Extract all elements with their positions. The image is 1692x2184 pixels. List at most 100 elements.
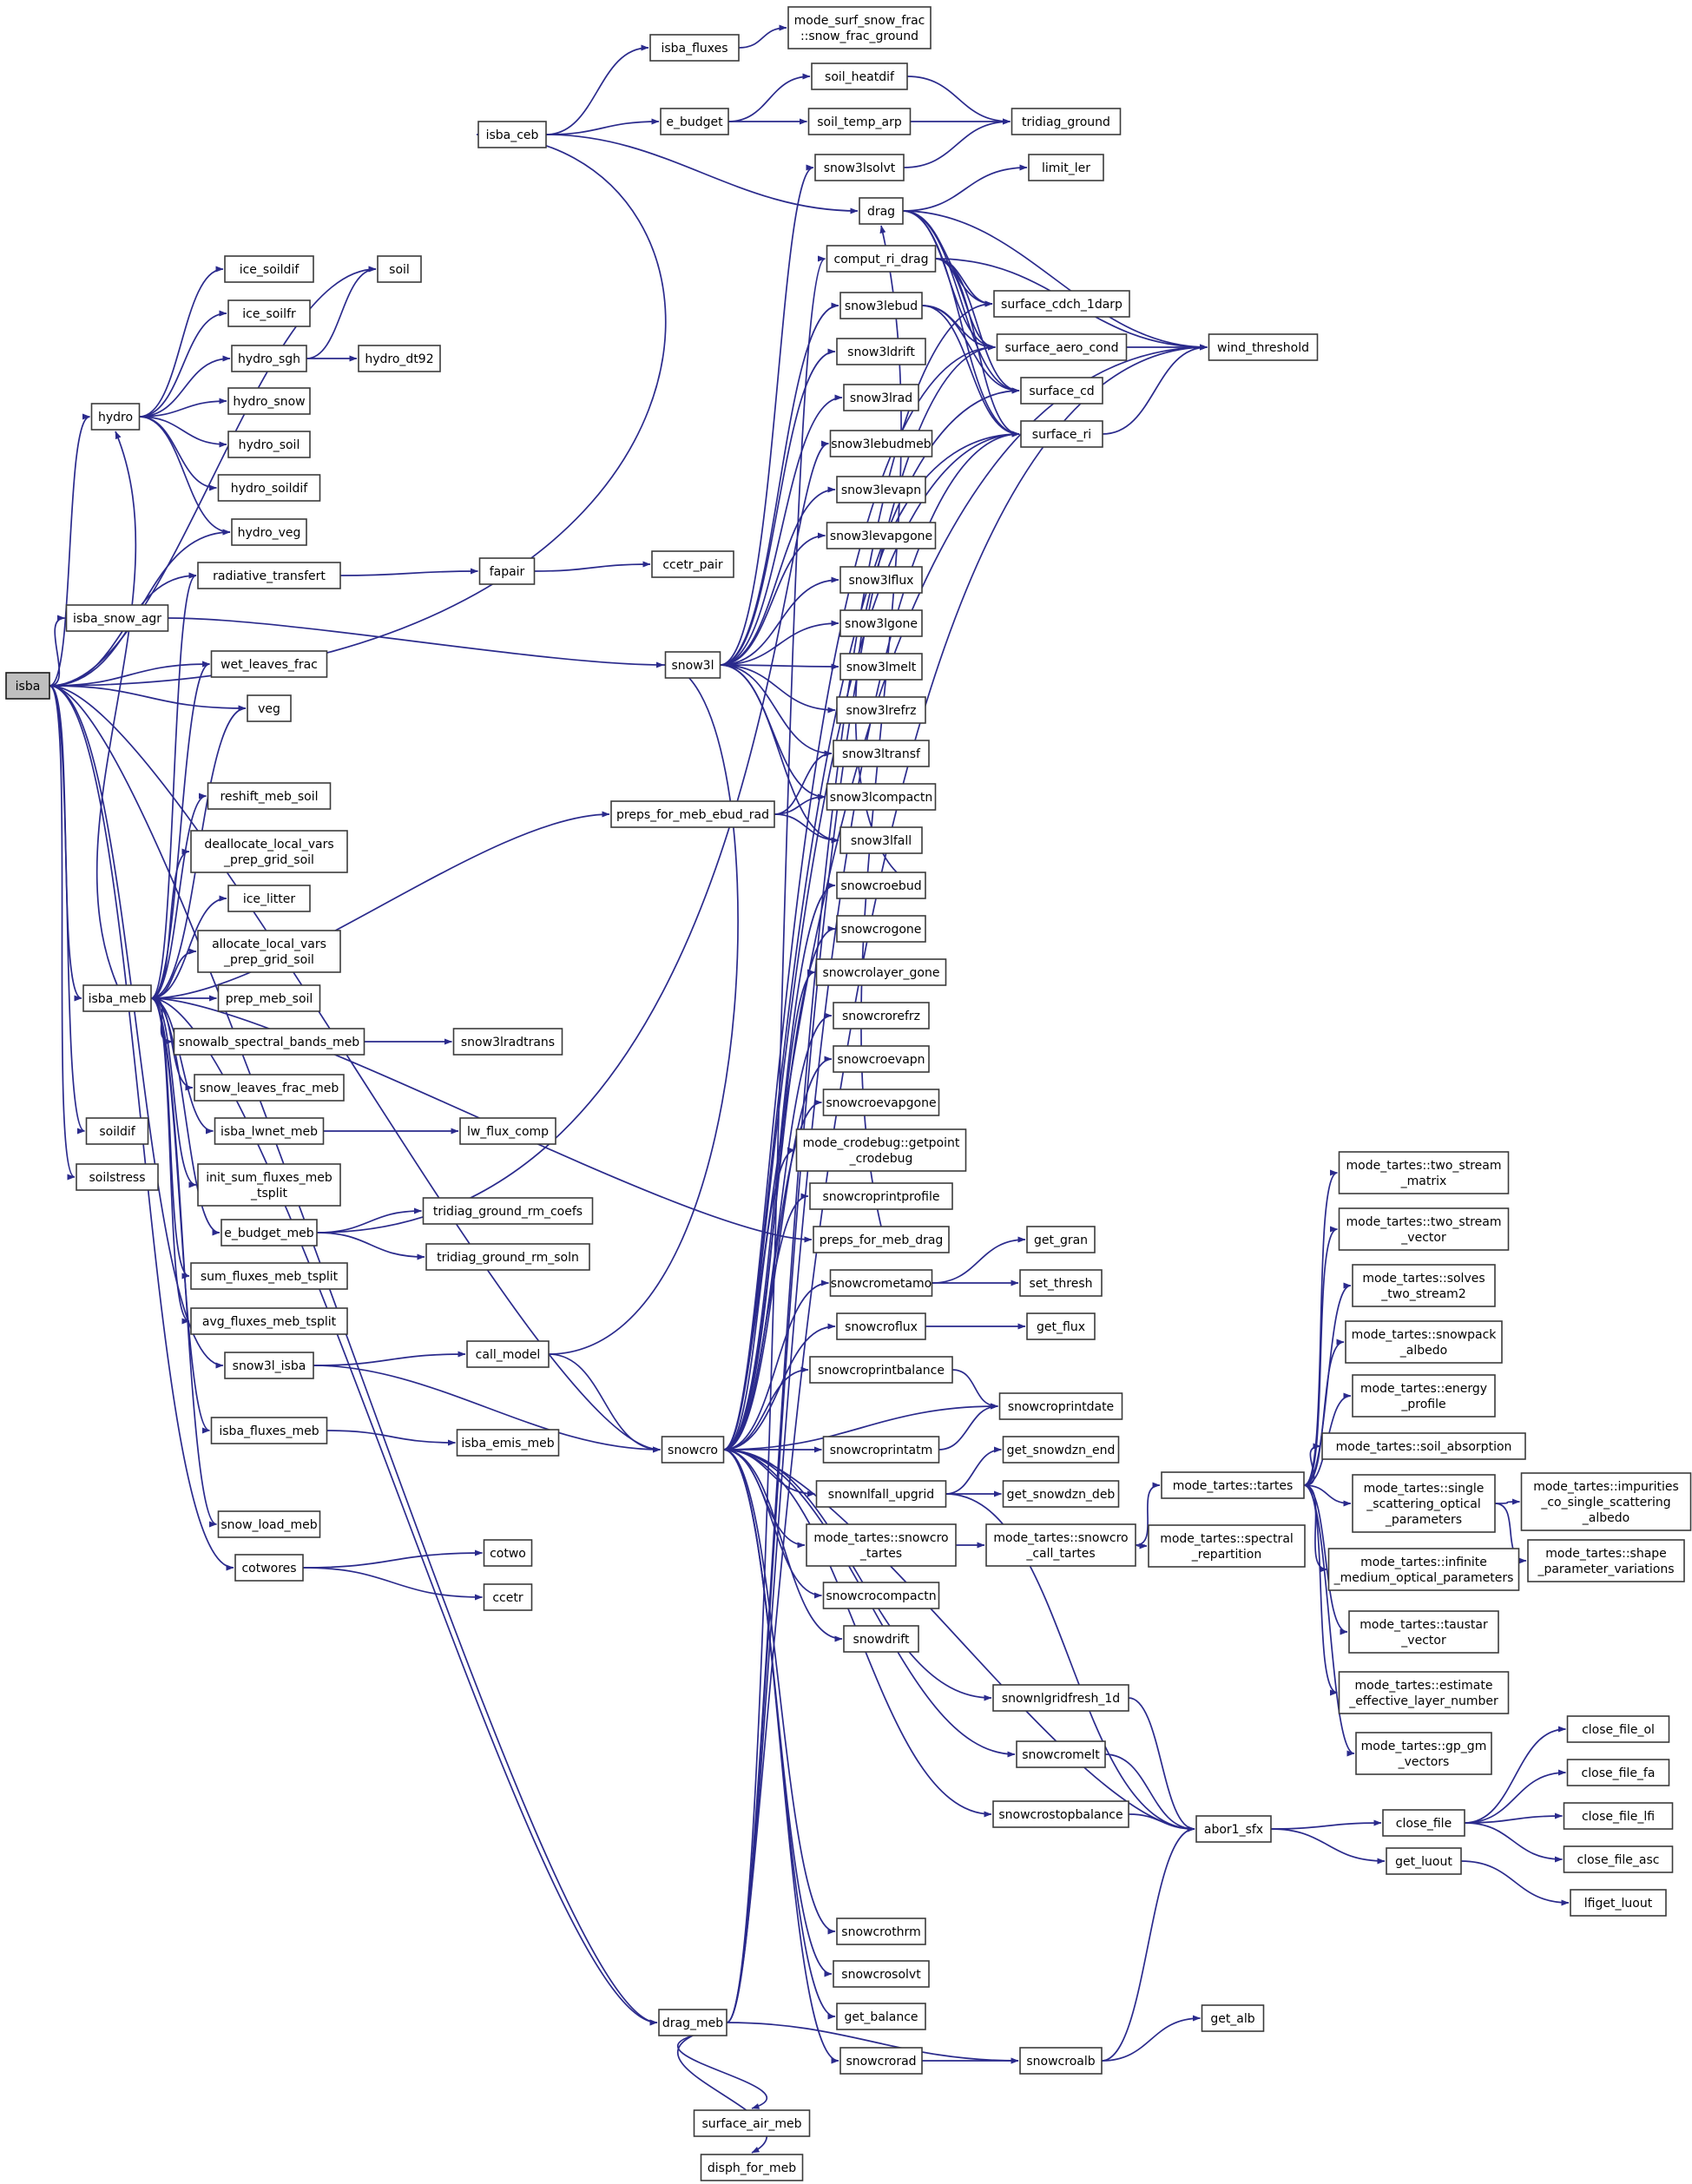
node-tridiag_ground_rm_soln[interactable]: tridiag_ground_rm_soln [425, 1243, 590, 1271]
node-mode_tartes_impurities_co_single_scattering_albedo[interactable]: mode_tartes::impurities _co_single_scatte… [1520, 1472, 1692, 1531]
node-isba_fluxes_meb[interactable]: isba_fluxes_meb [210, 1417, 328, 1444]
node-reshift_meb_soil[interactable]: reshift_meb_soil [207, 782, 332, 810]
node-snow3lflux[interactable]: snow3lflux [839, 566, 923, 594]
node-isba_snow_agr[interactable]: isba_snow_agr [65, 604, 169, 632]
node-snowcroprintdate[interactable]: snowcroprintdate [998, 1392, 1123, 1420]
node-snownlfall_upgrid[interactable]: snownlfall_upgrid [815, 1480, 947, 1508]
node-ccetr[interactable]: ccetr [483, 1583, 533, 1611]
node-surface_aero_cond[interactable]: surface_aero_cond [996, 333, 1128, 361]
node-snowcrosolvt[interactable]: snowcrosolvt [833, 1960, 930, 1988]
node-close_file[interactable]: close_file [1382, 1809, 1465, 1837]
node-surface_air_meb[interactable]: surface_air_meb [693, 2109, 811, 2137]
node-snowcrolayer_gone[interactable]: snowcrolayer_gone [815, 958, 947, 986]
node-snowcrometamo[interactable]: snowcrometamo [829, 1269, 933, 1297]
node-close_file_ol[interactable]: close_file_ol [1566, 1715, 1670, 1743]
node-snowcrorad[interactable]: snowcrorad [839, 2047, 923, 2075]
node-hydro_soil[interactable]: hydro_soil [227, 431, 311, 458]
node-snow3lebudmeb[interactable]: snow3lebudmeb [829, 430, 933, 457]
node-ice_soildif[interactable]: ice_soildif [224, 255, 314, 283]
node-surface_cdch_1darp[interactable]: surface_cdch_1darp [993, 290, 1130, 318]
node-e_budget[interactable]: e_budget [660, 108, 729, 135]
node-snow3lrad[interactable]: snow3lrad [843, 384, 919, 411]
node-snowcroprintprofile[interactable]: snowcroprintprofile [809, 1182, 953, 1210]
node-soildif[interactable]: soildif [85, 1117, 149, 1145]
node-snow3lfall[interactable]: snow3lfall [839, 826, 923, 854]
node-mode_tartes_tartes[interactable]: mode_tartes::tartes [1161, 1471, 1305, 1499]
node-sum_fluxes_meb_tsplit[interactable]: sum_fluxes_meb_tsplit [190, 1262, 348, 1290]
node-snow3lrefrz[interactable]: snow3lrefrz [836, 696, 926, 724]
node-isba_meb[interactable]: isba_meb [82, 984, 152, 1012]
node-abor1_sfx[interactable]: abor1_sfx [1195, 1815, 1272, 1843]
node-deallocate_local_vars_prep_grid_soil[interactable]: deallocate_local_vars _prep_grid_soil [190, 830, 348, 873]
node-mode_tartes_single_scattering_optical_parameters[interactable]: mode_tartes::single _scattering_optical _p… [1352, 1474, 1496, 1533]
node-snow3ltransf[interactable]: snow3ltransf [833, 740, 930, 767]
node-isba_lwnet_meb[interactable]: isba_lwnet_meb [214, 1117, 325, 1145]
node-cotwores[interactable]: cotwores [234, 1554, 304, 1582]
node-mode_tartes_snowcro_call_tartes[interactable]: mode_tartes::snowcro _call_tartes [985, 1523, 1136, 1567]
node-mode_tartes_taustar_vector[interactable]: mode_tartes::taustar _vector [1348, 1610, 1499, 1654]
node-disph_for_meb[interactable]: disph_for_meb [700, 2154, 804, 2181]
node-snowcroalb[interactable]: snowcroalb [1019, 2047, 1103, 2075]
node-call_model[interactable]: call_model [466, 1340, 550, 1368]
node-soil_temp_arp[interactable]: soil_temp_arp [807, 108, 912, 135]
node-mode_tartes_snowcro_tartes[interactable]: mode_tartes::snowcro _tartes [806, 1523, 957, 1567]
node-mode_tartes_energy_profile[interactable]: mode_tartes::energy _profile [1352, 1374, 1496, 1418]
node-snowdrift[interactable]: snowdrift [843, 1625, 919, 1653]
node-mode_surf_snow_frac_snow_frac_ground[interactable]: mode_surf_snow_frac::snow_frac_ground [787, 6, 932, 49]
node-fapair[interactable]: fapair [478, 557, 536, 585]
node-snowcroprintbalance[interactable]: snowcroprintbalance [809, 1356, 953, 1384]
node-surface_cd[interactable]: surface_cd [1020, 377, 1103, 405]
node-soil[interactable]: soil [377, 255, 422, 283]
node-allocate_local_vars_prep_grid_soil[interactable]: allocate_local_vars _prep_grid_soil [197, 930, 341, 973]
node-snowcrogone[interactable]: snowcrogone [836, 915, 926, 943]
node-isba_fluxes[interactable]: isba_fluxes [649, 34, 740, 62]
node-prep_meb_soil[interactable]: prep_meb_soil [217, 984, 321, 1012]
node-snowcromelt[interactable]: snowcromelt [1016, 1740, 1106, 1768]
node-close_file_lfi[interactable]: close_file_lfi [1563, 1802, 1674, 1830]
node-limit_ler[interactable]: limit_ler [1028, 154, 1104, 181]
node-hydro_veg[interactable]: hydro_veg [231, 518, 307, 546]
node-close_file_fa[interactable]: close_file_fa [1566, 1759, 1670, 1786]
node-set_thresh[interactable]: set_thresh [1019, 1269, 1103, 1297]
node-snow3lsolvt[interactable]: snow3lsolvt [814, 154, 905, 181]
node-surface_ri[interactable]: surface_ri [1020, 420, 1103, 448]
node-mode_tartes_snowpack_albedo[interactable]: mode_tartes::snowpack _albedo [1345, 1320, 1503, 1364]
node-snowalb_spectral_bands_meb[interactable]: snowalb_spectral_bands_meb [173, 1028, 365, 1056]
node-snow3lmelt[interactable]: snow3lmelt [839, 653, 923, 681]
node-ice_soilfr[interactable]: ice_soilfr [227, 299, 311, 327]
node-lfiget_luout[interactable]: lfiget_luout [1570, 1889, 1667, 1917]
node-ccetr_pair[interactable]: ccetr_pair [651, 550, 734, 578]
node-mode_tartes_soil_absorption[interactable]: mode_tartes::soil_absorption [1321, 1432, 1526, 1460]
node-get_flux[interactable]: get_flux [1026, 1312, 1096, 1340]
node-radiative_transfert[interactable]: radiative_transfert [197, 562, 341, 589]
node-mode_tartes_spectral_repartition[interactable]: mode_tartes::spectral _repartition [1148, 1524, 1306, 1568]
node-snow3l_isba[interactable]: snow3l_isba [224, 1352, 314, 1379]
node-snowcroflux[interactable]: snowcroflux [836, 1312, 926, 1340]
node-snow_load_meb[interactable]: snow_load_meb [217, 1510, 321, 1538]
node-soilstress[interactable]: soilstress [76, 1163, 159, 1191]
node-mode_tartes_estimate_effective_layer_number[interactable]: mode_tartes::estimate _effective_layer_nu… [1338, 1671, 1510, 1714]
node-snowcroevapgone[interactable]: snowcroevapgone [822, 1089, 940, 1116]
node-snowcrostopbalance[interactable]: snowcrostopbalance [992, 1800, 1129, 1828]
node-cotwo[interactable]: cotwo [483, 1539, 533, 1567]
node-isba_emis_meb[interactable]: isba_emis_meb [456, 1429, 560, 1457]
node-mode_tartes_shape_parameter_variations[interactable]: mode_tartes::shape _parameter_variations [1527, 1539, 1685, 1582]
node-drag[interactable]: drag [859, 197, 904, 225]
node-lw_flux_comp[interactable]: lw_flux_comp [459, 1117, 556, 1145]
node-snowcroevapn[interactable]: snowcroevapn [833, 1045, 930, 1073]
node-preps_for_meb_drag[interactable]: preps_for_meb_drag [813, 1226, 950, 1253]
node-mode_tartes_gp_gm_vectors[interactable]: mode_tartes::gp_gm _vectors [1355, 1732, 1492, 1775]
node-snow3lgone[interactable]: snow3lgone [839, 609, 923, 637]
node-hydro_dt92[interactable]: hydro_dt92 [358, 345, 441, 372]
node-get_balance[interactable]: get_balance [836, 2003, 926, 2030]
node-snow3lebud[interactable]: snow3lebud [839, 292, 923, 319]
node-snow3ldrift[interactable]: snow3ldrift [836, 338, 926, 365]
node-mode_tartes_two_stream_matrix[interactable]: mode_tartes::two_stream _matrix [1338, 1151, 1510, 1194]
node-hydro_soildif[interactable]: hydro_soildif [217, 474, 321, 502]
node-snow3l[interactable]: snow3l [664, 651, 721, 679]
node-mode_tartes_two_stream_vector[interactable]: mode_tartes::two_stream _vector [1338, 1207, 1510, 1251]
node-mode_crodebug_getpoint_crodebug[interactable]: mode_crodebug::getpoint _crodebug [795, 1128, 967, 1172]
node-snow3lcompactn[interactable]: snow3lcompactn [826, 783, 937, 811]
node-wet_leaves_frac[interactable]: wet_leaves_frac [210, 650, 328, 678]
node-avg_fluxes_meb_tsplit[interactable]: avg_fluxes_meb_tsplit [190, 1307, 348, 1335]
